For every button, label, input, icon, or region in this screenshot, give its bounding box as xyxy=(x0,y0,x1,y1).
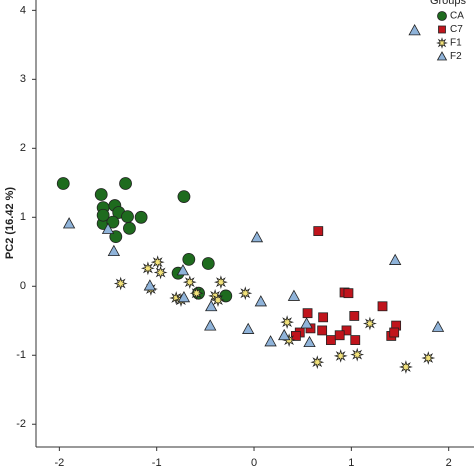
point xyxy=(377,301,388,312)
point xyxy=(326,335,336,345)
y-tick-label: -1 xyxy=(16,349,26,361)
point xyxy=(182,275,197,290)
x-tick-label: 1 xyxy=(348,457,354,469)
point xyxy=(280,315,295,330)
point xyxy=(56,177,70,190)
point xyxy=(431,320,445,332)
point xyxy=(388,253,402,265)
point xyxy=(389,327,400,338)
legend-label: F1 xyxy=(450,38,462,49)
point xyxy=(62,217,76,229)
point xyxy=(213,275,228,290)
point xyxy=(205,299,218,312)
legend-label: C7 xyxy=(450,24,463,35)
point xyxy=(113,276,128,291)
y-tick-label: 0 xyxy=(20,280,26,292)
y-tick-label: 1 xyxy=(20,211,26,223)
x-tick-label: -2 xyxy=(54,457,64,469)
legend-title: Groups xyxy=(430,0,467,7)
point xyxy=(238,286,253,301)
point xyxy=(313,226,324,236)
x-tick-label: 0 xyxy=(251,457,257,469)
y-tick-label: -2 xyxy=(16,418,26,430)
x-tick-label: -1 xyxy=(152,457,162,469)
point xyxy=(107,244,121,256)
point xyxy=(153,265,168,280)
point xyxy=(211,293,225,308)
point xyxy=(343,288,354,299)
point xyxy=(254,295,268,307)
y-tick-label: 2 xyxy=(20,142,26,154)
legend-marker xyxy=(436,37,448,49)
point xyxy=(350,347,365,362)
legend-label: CA xyxy=(450,11,464,22)
point xyxy=(302,308,313,319)
point xyxy=(300,317,313,329)
point xyxy=(101,222,115,234)
point xyxy=(333,348,348,363)
point xyxy=(121,210,134,224)
point xyxy=(201,257,215,270)
y-axis-label: PC2 (16.42 %) xyxy=(4,187,16,259)
legend-marker xyxy=(438,25,446,34)
point xyxy=(362,316,377,331)
point xyxy=(334,330,345,341)
point xyxy=(189,286,204,301)
point xyxy=(134,210,148,224)
point xyxy=(176,264,190,276)
point xyxy=(106,215,120,229)
point xyxy=(317,325,328,336)
point xyxy=(204,319,217,331)
point xyxy=(177,190,191,203)
point xyxy=(349,311,360,321)
legend-marker xyxy=(436,51,448,61)
legend-label: F2 xyxy=(450,51,462,62)
point xyxy=(177,290,191,303)
point xyxy=(287,289,301,301)
point xyxy=(250,230,264,243)
point xyxy=(350,335,361,345)
point xyxy=(140,261,155,276)
point xyxy=(278,328,291,341)
point xyxy=(182,252,196,266)
point xyxy=(94,188,108,201)
point xyxy=(96,208,110,222)
point xyxy=(310,355,325,370)
legend-marker xyxy=(437,11,447,21)
point xyxy=(242,322,255,334)
point xyxy=(143,279,157,291)
y-tick-label: 3 xyxy=(20,73,26,85)
point xyxy=(150,255,165,270)
point xyxy=(303,335,316,348)
point xyxy=(119,177,132,190)
point xyxy=(398,360,413,374)
point xyxy=(290,331,301,341)
point xyxy=(123,221,136,235)
point xyxy=(421,351,436,365)
point xyxy=(408,24,421,36)
point xyxy=(264,335,277,347)
x-tick-label: 2 xyxy=(446,457,452,469)
y-tick-label: 4 xyxy=(20,4,26,16)
point xyxy=(318,312,329,323)
